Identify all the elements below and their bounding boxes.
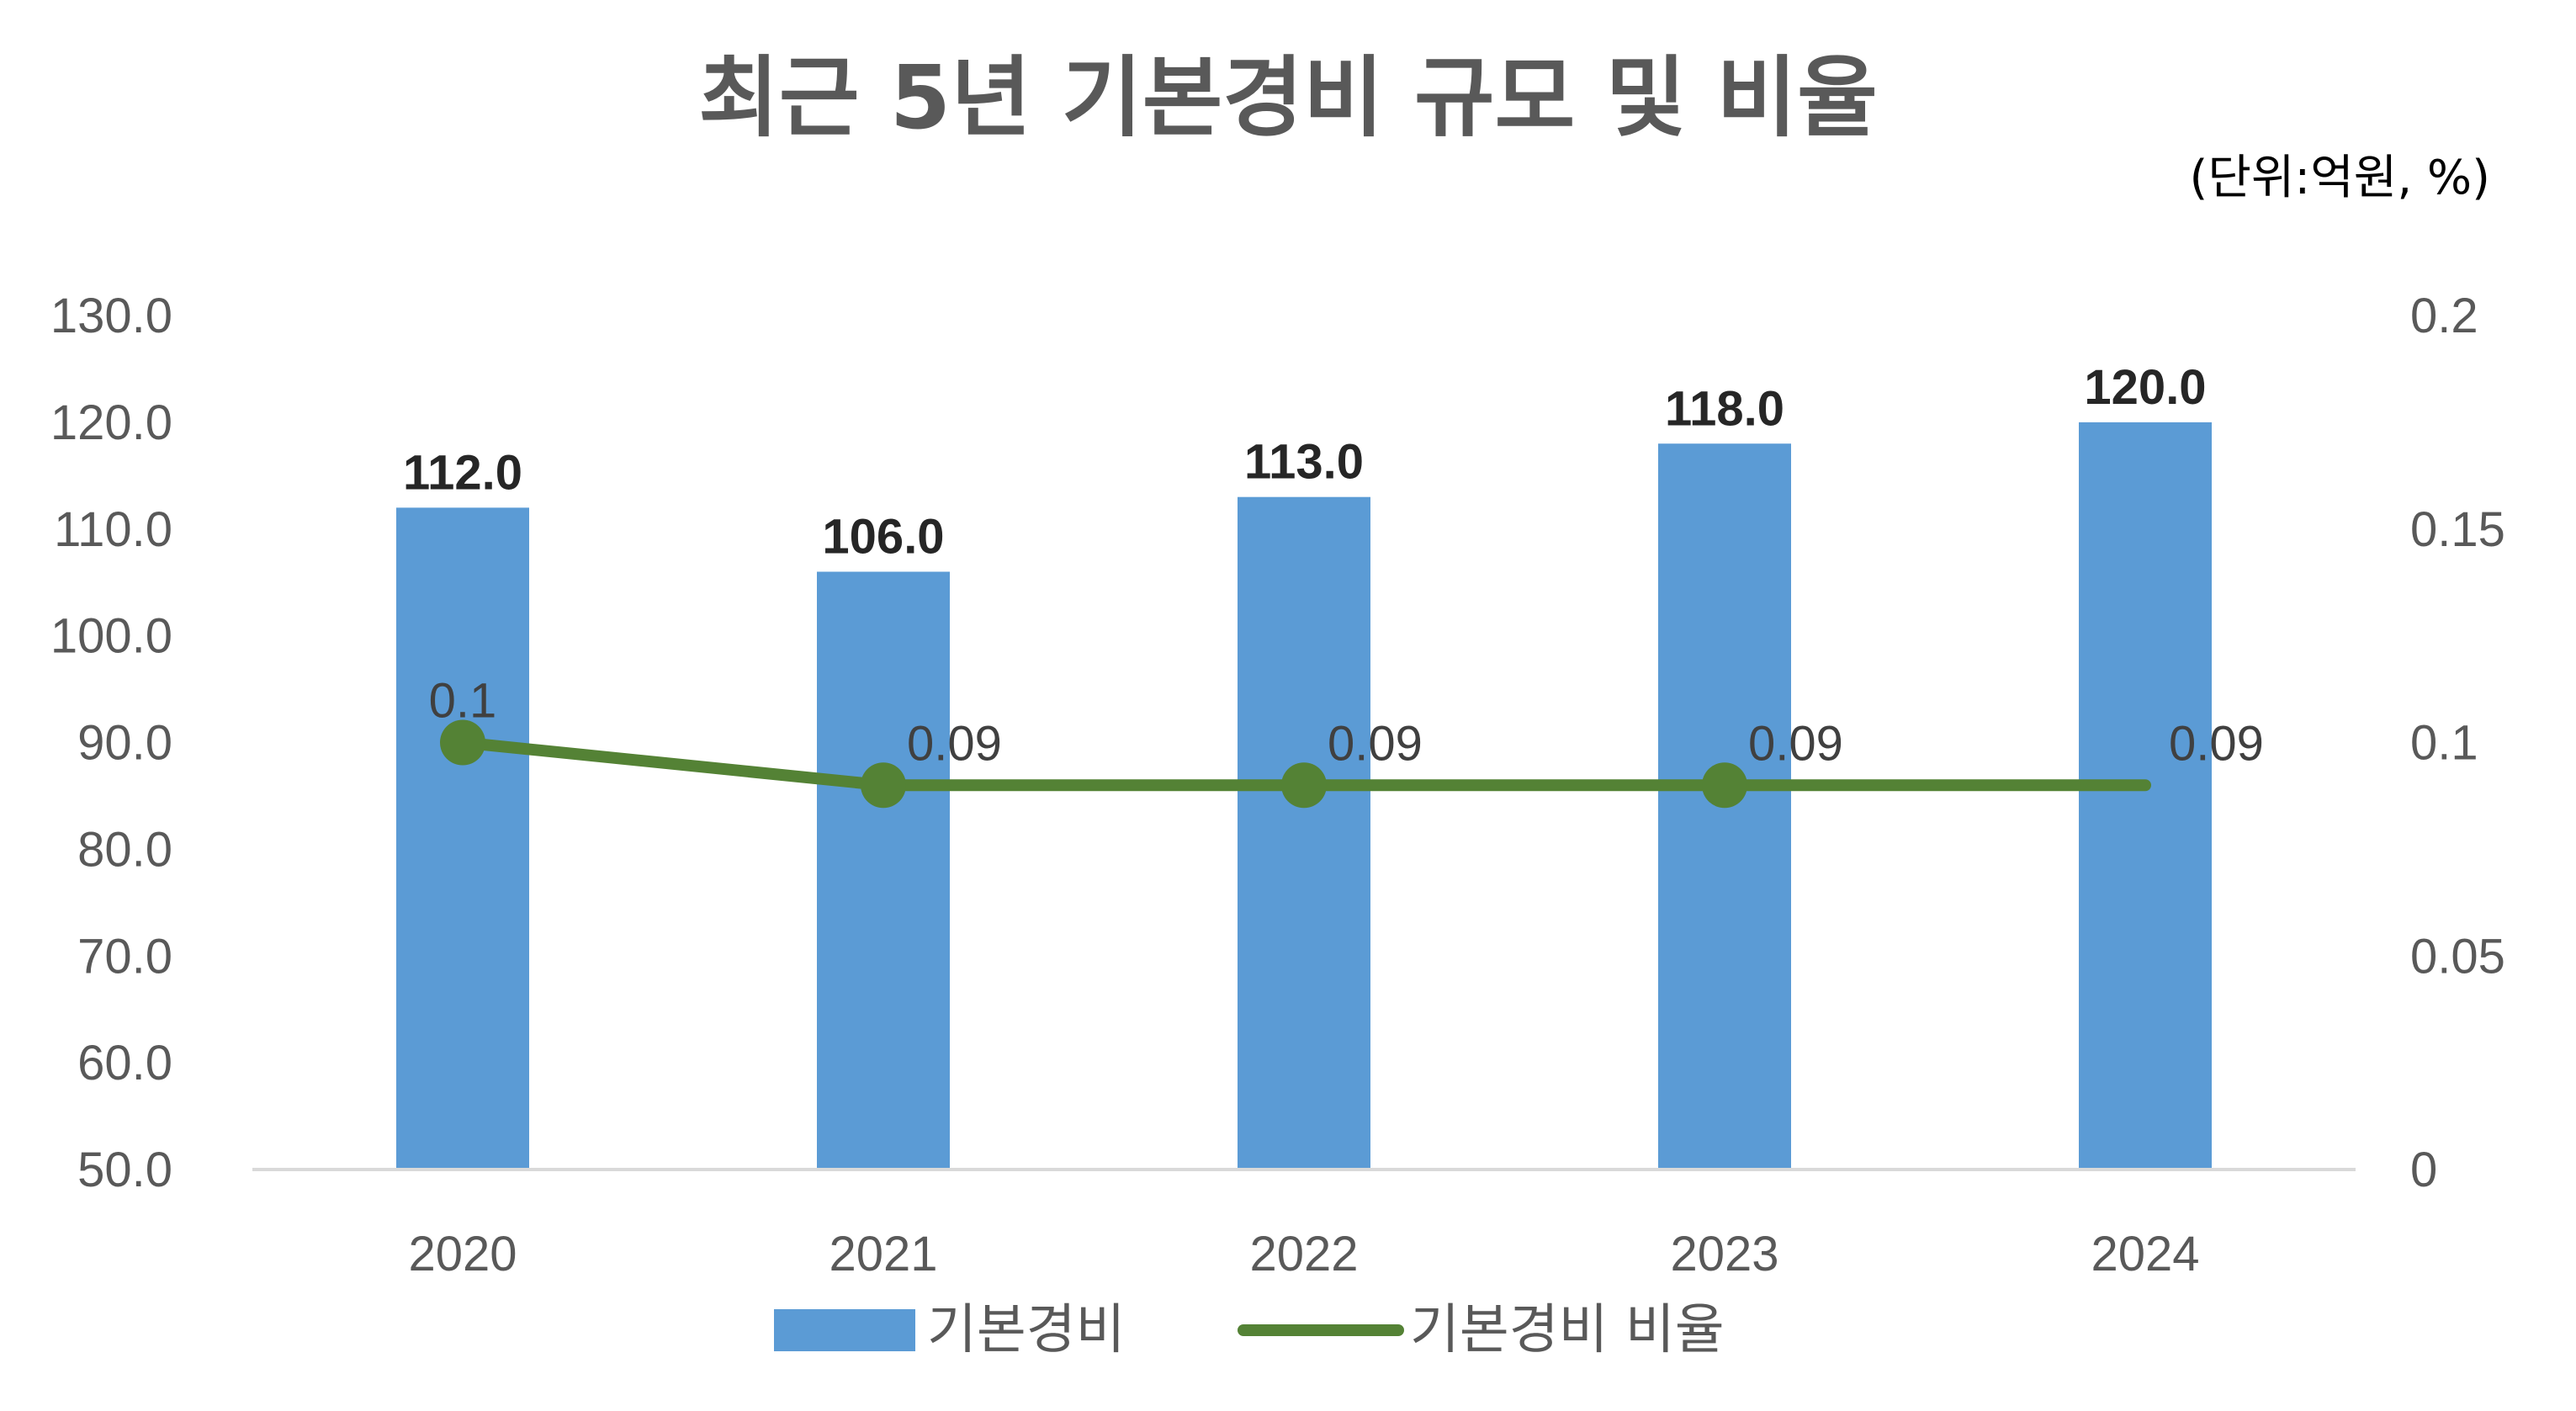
left-tick-label: 70.0 — [77, 929, 172, 984]
bar-2021 — [817, 571, 950, 1170]
legend: 기본경비 기본경비 비율 — [774, 1299, 1725, 1361]
left-tick-label: 130.0 — [50, 289, 172, 343]
left-tick-label: 80.0 — [77, 822, 172, 877]
line-point-2021 — [861, 762, 906, 809]
x-axis: 2020 2021 2022 2023 2024 — [408, 1227, 2199, 1281]
unit-note: (단위:억원, %) — [2190, 151, 2490, 205]
x-tick-label: 2020 — [408, 1227, 517, 1281]
bar-2020 — [396, 507, 529, 1170]
x-tick-label: 2022 — [1249, 1227, 1358, 1281]
bar-data-label: 120.0 — [2084, 360, 2206, 415]
bar-2024 — [2079, 422, 2212, 1170]
legend-swatch-bar — [774, 1309, 915, 1351]
legend-label-bar: 기본경비 — [927, 1299, 1126, 1361]
line-point-2022 — [1281, 762, 1327, 809]
right-tick-label: 0.2 — [2410, 289, 2478, 343]
x-tick-label: 2021 — [829, 1227, 937, 1281]
left-tick-label: 50.0 — [77, 1143, 172, 1197]
chart-title: 최근 5년 기본경비 규모 및 비율 — [698, 46, 1878, 149]
right-tick-label: 0.15 — [2410, 502, 2505, 557]
left-tick-label: 90.0 — [77, 716, 172, 771]
left-axis: 50.0 60.0 70.0 80.0 90.0 100.0 110.0 120.0 130.0 — [50, 289, 172, 1197]
right-tick-label: 0 — [2410, 1143, 2437, 1197]
right-axis: 0 0.05 0.1 0.15 0.2 — [2410, 289, 2505, 1197]
line-series: 0.1 0.09 0.09 0.09 0.09 — [429, 674, 2264, 809]
right-tick-label: 0.1 — [2410, 716, 2478, 771]
x-tick-label: 2024 — [2091, 1227, 2199, 1281]
bar-data-label: 112.0 — [403, 445, 522, 500]
bar-data-label: 106.0 — [822, 510, 944, 565]
bar-data-label: 118.0 — [1665, 381, 1784, 436]
line-data-label: 0.09 — [1748, 716, 1843, 771]
left-tick-label: 60.0 — [77, 1036, 172, 1090]
left-tick-label: 100.0 — [50, 609, 172, 664]
line-point-2020 — [440, 719, 485, 766]
right-tick-label: 0.05 — [2410, 929, 2505, 984]
line-data-label: 0.09 — [1328, 716, 1423, 771]
line-data-label: 0.09 — [2169, 716, 2264, 771]
left-tick-label: 110.0 — [54, 502, 172, 557]
legend-label-line: 기본경비 비율 — [1410, 1299, 1725, 1361]
x-tick-label: 2023 — [1670, 1227, 1778, 1281]
bar-2022 — [1238, 496, 1370, 1170]
bar-data-label: 113.0 — [1244, 435, 1364, 490]
line-data-label: 0.1 — [429, 674, 497, 729]
bar-series: 112.0 106.0 113.0 118.0 120.0 — [396, 360, 2212, 1170]
line-point-2023 — [1702, 762, 1747, 809]
left-tick-label: 120.0 — [50, 395, 172, 450]
line-data-label: 0.09 — [907, 716, 1002, 771]
